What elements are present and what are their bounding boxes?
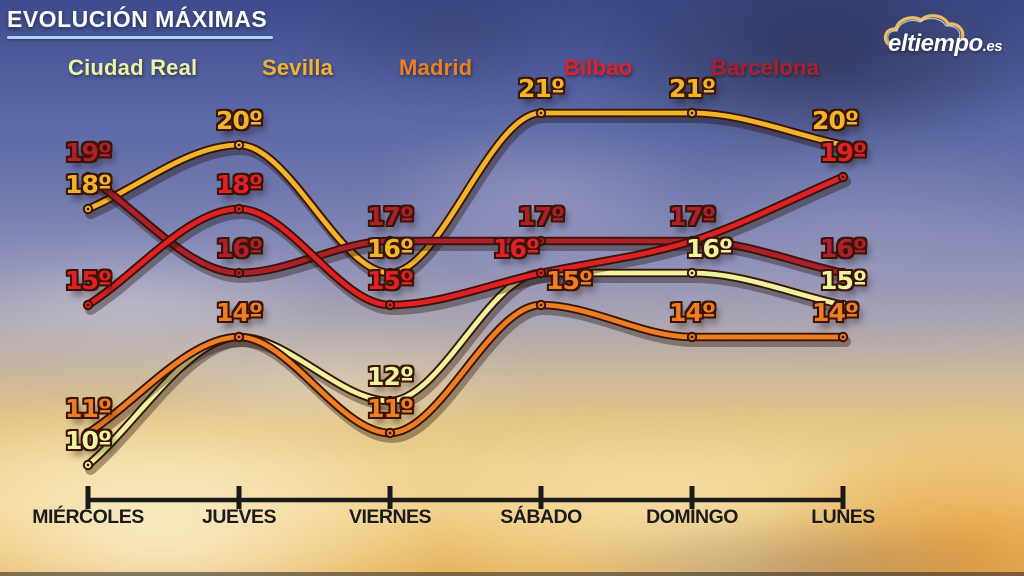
- series-points-madrid: [82, 299, 849, 439]
- day-label-jueves: JUEVES: [202, 506, 276, 528]
- temp-label-madrid-jueves: 14º: [216, 298, 263, 327]
- temp-label-sevilla-mi-rcoles: 18º: [65, 170, 112, 199]
- temp-label-bilbao-mi-rcoles: 15º: [65, 266, 112, 295]
- temp-label-madrid-s-bado: 15º: [546, 266, 593, 295]
- temp-label-madrid-mi-rcoles: 11º: [65, 394, 112, 423]
- header: EVOLUCIÓN MÁXIMAS: [7, 6, 273, 39]
- eltiempo-logo: eltiempo.es: [880, 10, 1020, 60]
- legend-item-madrid: Madrid: [399, 55, 473, 80]
- logo-suffix: .es: [982, 38, 1003, 55]
- legend-item-barcelona: Barcelona: [711, 55, 820, 80]
- temp-label-bilbao-lunes: 19º: [820, 138, 867, 167]
- temp-label-sevilla-s-bado: 21º: [518, 74, 565, 103]
- bottom-edge-strip: [0, 572, 1024, 576]
- temp-label-ciudad-real-lunes: 15º: [820, 266, 867, 295]
- temp-label-ciudad-real-viernes: 12º: [367, 362, 414, 391]
- temp-label-ciudad-real-mi-rcoles: 10º: [65, 426, 112, 455]
- temp-label-barcelona-mi-rcoles: 19º: [65, 138, 112, 167]
- temp-label-madrid-viernes: 11º: [367, 394, 414, 423]
- x-axis: [85, 486, 846, 509]
- series-points-sevilla: [82, 107, 849, 279]
- cloud-icon: [883, 14, 965, 46]
- temp-label-ciudad-real-domingo: 16º: [686, 234, 733, 263]
- temp-label-bilbao-viernes: 15º: [367, 266, 414, 295]
- day-label-mi-rcoles: MIÉRCOLES: [32, 506, 144, 528]
- logo-text: eltiempo.es: [888, 30, 1003, 58]
- temp-label-bilbao-jueves: 18º: [216, 170, 263, 199]
- page-title: EVOLUCIÓN MÁXIMAS: [7, 6, 268, 32]
- series-line-madrid: [83, 300, 851, 444]
- temp-label-barcelona-viernes: 17º: [367, 202, 414, 231]
- temp-label-sevilla-viernes: 16º: [367, 234, 414, 263]
- temp-label-barcelona-jueves: 16º: [216, 234, 263, 263]
- day-label-s-bado: SÁBADO: [500, 506, 582, 528]
- series-line-barcelona: [83, 172, 851, 284]
- temp-label-sevilla-lunes: 20º: [812, 106, 859, 135]
- day-label-domingo: DOMINGO: [646, 506, 738, 528]
- temp-label-madrid-lunes: 14º: [812, 298, 859, 327]
- logo-word: eltiempo: [888, 30, 983, 57]
- temp-label-barcelona-domingo: 17º: [669, 202, 716, 231]
- temp-label-sevilla-jueves: 20º: [216, 106, 263, 135]
- title-underline: [7, 36, 273, 39]
- legend-item-ciudad-real: Ciudad Real: [68, 55, 198, 80]
- series-line-bilbao: [83, 172, 851, 316]
- day-label-lunes: LUNES: [811, 506, 875, 528]
- temp-label-sevilla-domingo: 21º: [669, 74, 716, 103]
- legend-item-bilbao: Bilbao: [564, 55, 633, 80]
- temp-label-barcelona-s-bado: 17º: [518, 202, 565, 231]
- temp-label-madrid-domingo: 14º: [669, 298, 716, 327]
- day-label-viernes: VIERNES: [348, 506, 432, 528]
- series-points-bilbao: [82, 171, 849, 311]
- temp-label-bilbao-s-bado: 16º: [493, 234, 540, 263]
- temp-label-barcelona-lunes: 16º: [820, 234, 867, 263]
- legend-item-sevilla: Sevilla: [262, 55, 334, 80]
